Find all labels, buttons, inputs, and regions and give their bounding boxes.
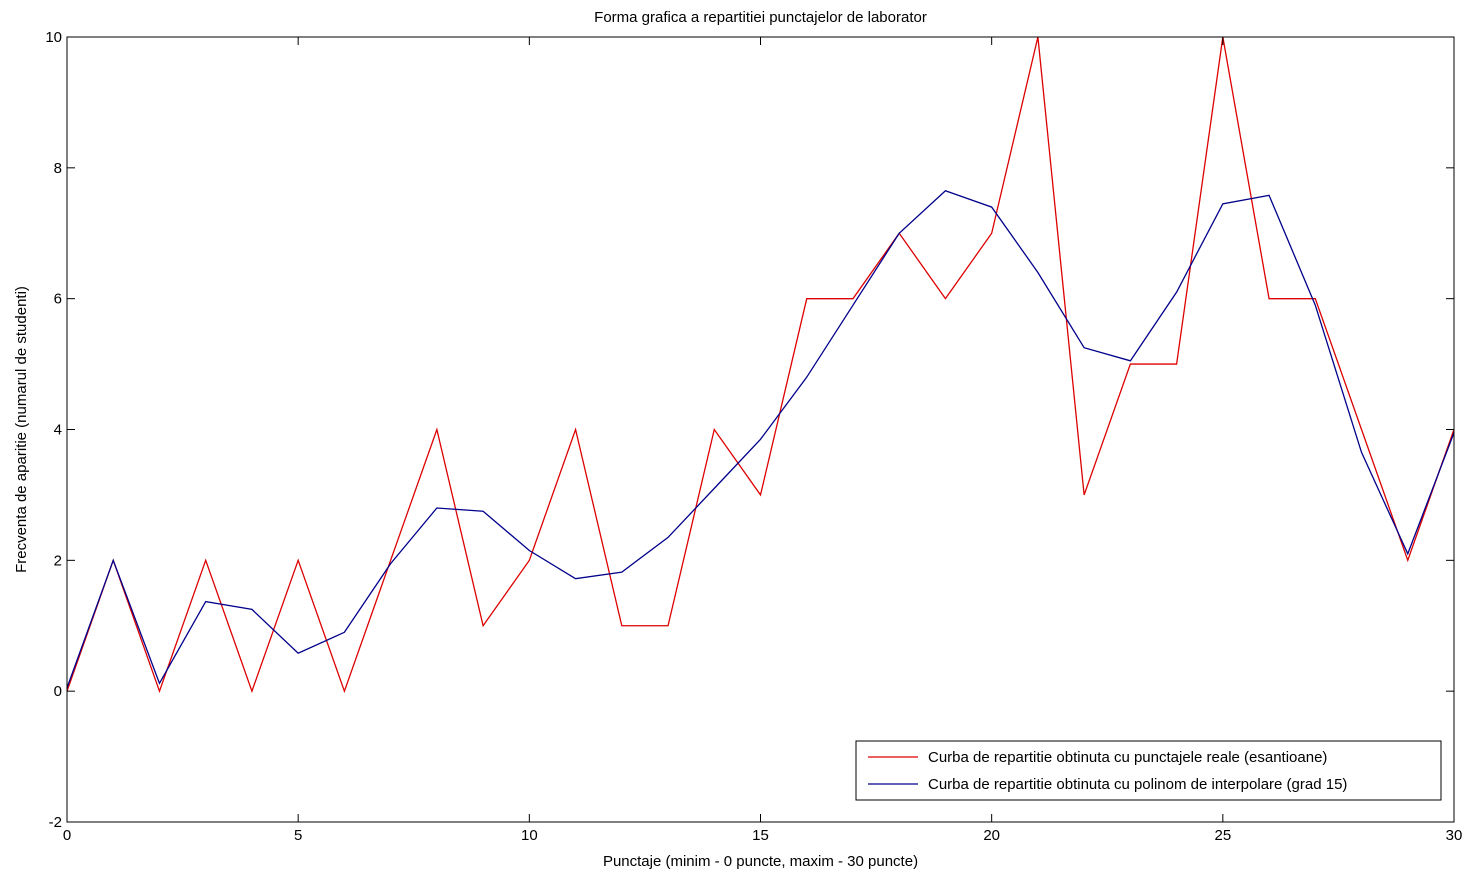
y-tick-label: 10 <box>45 29 62 46</box>
x-tick-label: 5 <box>294 827 302 844</box>
x-tick-label: 25 <box>1214 827 1231 844</box>
plot-area <box>67 37 1454 822</box>
x-tick-label: 15 <box>752 827 769 844</box>
series-line-2 <box>66 189 1455 689</box>
chart-title: Forma grafica a repartitiei punctajelor … <box>594 9 927 26</box>
x-tick-label: 10 <box>521 827 538 844</box>
legend-box <box>855 740 1442 801</box>
legend: Curba de repartitie obtinuta cu punctaje… <box>855 740 1442 801</box>
y-tick-label: 6 <box>54 291 62 308</box>
x-tick-label: 20 <box>983 827 1000 844</box>
plot-background <box>67 37 1454 822</box>
y-tick-label: -2 <box>49 814 62 831</box>
legend-label-2: Curba de repartitie obtinuta cu polinom … <box>928 776 1347 793</box>
legend-label-1: Curba de repartitie obtinuta cu punctaje… <box>928 749 1327 766</box>
y-axis-label: Frecventa de aparitie (numarul de studen… <box>13 286 30 573</box>
y-tick-label: 0 <box>54 683 62 700</box>
y-tick-label: 8 <box>54 160 62 177</box>
x-axis-label: Punctaje (minim - 0 puncte, maxim - 30 p… <box>603 853 918 870</box>
y-tick-label: 4 <box>54 422 62 439</box>
x-tick-label: 0 <box>63 827 71 844</box>
y-tick-label: 2 <box>54 552 62 569</box>
x-tick-label: 30 <box>1446 827 1463 844</box>
